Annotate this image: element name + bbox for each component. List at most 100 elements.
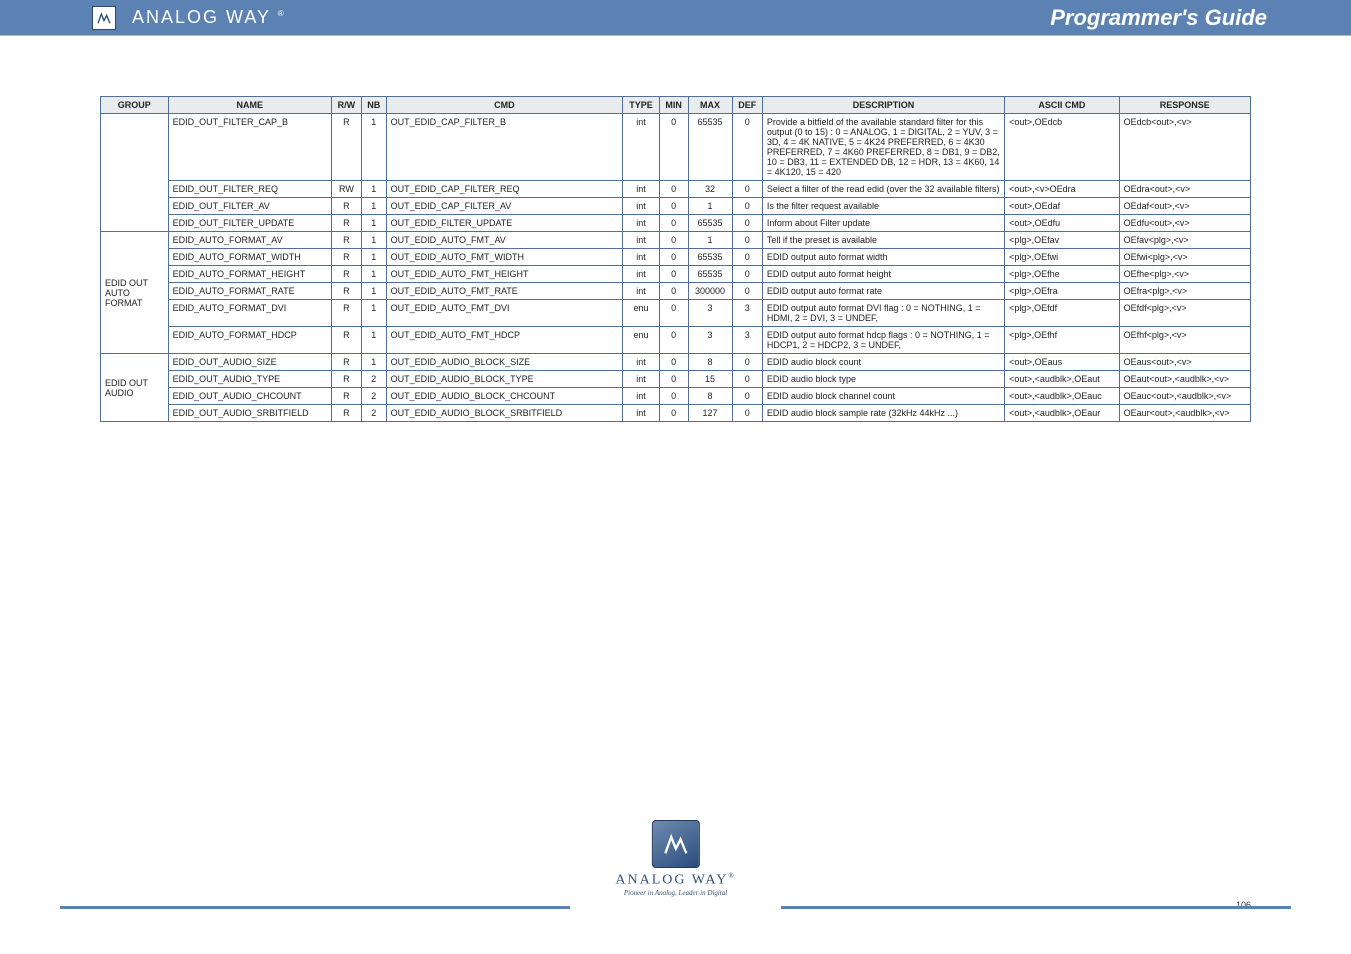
table-row: EDID_AUTO_FORMAT_DVIR1OUT_EDID_AUTO_FMT_… <box>101 300 1251 327</box>
cell-resp: OEdra<out>,<v> <box>1119 181 1250 198</box>
cell-def: 0 <box>732 405 762 422</box>
cell-def: 3 <box>732 327 762 354</box>
cell-type: int <box>623 388 660 405</box>
col-nb: NB <box>361 97 386 114</box>
cell-desc: Inform about Filter update <box>762 215 1004 232</box>
col-group: GROUP <box>101 97 169 114</box>
page-body: GROUPNAMER/WNBCMDTYPEMINMAXDEFDESCRIPTIO… <box>0 36 1351 916</box>
cell-max: 1 <box>688 198 732 215</box>
cell-max: 300000 <box>688 283 732 300</box>
brand-logo-icon <box>92 6 116 30</box>
cell-name: EDID_OUT_AUDIO_TYPE <box>168 371 331 388</box>
col-max: MAX <box>688 97 732 114</box>
cell-min: 0 <box>659 249 688 266</box>
col-type: TYPE <box>623 97 660 114</box>
cell-def: 0 <box>732 215 762 232</box>
cell-min: 0 <box>659 283 688 300</box>
table-row: EDID OUT AUDIOEDID_OUT_AUDIO_SIZER1OUT_E… <box>101 354 1251 371</box>
cell-rw: R <box>331 388 361 405</box>
brand-reg: ® <box>278 9 286 18</box>
cell-def: 0 <box>732 283 762 300</box>
cell-min: 0 <box>659 215 688 232</box>
cell-name: EDID_AUTO_FORMAT_WIDTH <box>168 249 331 266</box>
cell-min: 0 <box>659 327 688 354</box>
cell-name: EDID_AUTO_FORMAT_DVI <box>168 300 331 327</box>
cell-nb: 1 <box>361 198 386 215</box>
cell-asc: <plg>,OEfav <box>1005 232 1119 249</box>
cell-resp: OEfhf<plg>,<v> <box>1119 327 1250 354</box>
cell-name: EDID_OUT_FILTER_REQ <box>168 181 331 198</box>
table-row: EDID_AUTO_FORMAT_RATER1OUT_EDID_AUTO_FMT… <box>101 283 1251 300</box>
cell-max: 65535 <box>688 266 732 283</box>
cell-min: 0 <box>659 371 688 388</box>
cell-min: 0 <box>659 388 688 405</box>
cell-cmd: OUT_EDID_AUTO_FMT_HEIGHT <box>386 266 623 283</box>
cell-type: int <box>623 249 660 266</box>
cell-nb: 1 <box>361 266 386 283</box>
cell-nb: 2 <box>361 371 386 388</box>
cell-resp: OEaus<out>,<v> <box>1119 354 1250 371</box>
table-head: GROUPNAMER/WNBCMDTYPEMINMAXDEFDESCRIPTIO… <box>101 97 1251 114</box>
cell-asc: <plg>,OEfhf <box>1005 327 1119 354</box>
cell-name: EDID_OUT_AUDIO_SRBITFIELD <box>168 405 331 422</box>
col-name: NAME <box>168 97 331 114</box>
cell-type: int <box>623 198 660 215</box>
cell-type: int <box>623 232 660 249</box>
cell-cmd: OUT_EDID_AUTO_FMT_WIDTH <box>386 249 623 266</box>
cell-desc: EDID output auto format width <box>762 249 1004 266</box>
cell-type: enu <box>623 300 660 327</box>
cell-cmd: OUT_EDID_AUTO_FMT_RATE <box>386 283 623 300</box>
cell-rw: R <box>331 371 361 388</box>
cell-nb: 1 <box>361 300 386 327</box>
cell-max: 65535 <box>688 114 732 181</box>
cell-rw: RW <box>331 181 361 198</box>
cell-rw: R <box>331 198 361 215</box>
cell-max: 1 <box>688 232 732 249</box>
cell-rw: R <box>331 249 361 266</box>
cell-max: 8 <box>688 354 732 371</box>
cell-asc: <out>,OEdcb <box>1005 114 1119 181</box>
cell-asc: <out>,OEdfu <box>1005 215 1119 232</box>
cell-type: enu <box>623 327 660 354</box>
cell-rw: R <box>331 327 361 354</box>
cell-cmd: OUT_EDID_FILTER_UPDATE <box>386 215 623 232</box>
cell-desc: EDID audio block count <box>762 354 1004 371</box>
footer-tagline: Pioneer in Analog, Leader in Digital <box>615 889 735 897</box>
cell-asc: <plg>,OEfra <box>1005 283 1119 300</box>
cell-type: int <box>623 181 660 198</box>
cell-resp: OEauc<out>,<audblk>,<v> <box>1119 388 1250 405</box>
footer-rule-right <box>781 906 1291 909</box>
cell-desc: EDID output auto format hdcp flags : 0 =… <box>762 327 1004 354</box>
cell-nb: 1 <box>361 249 386 266</box>
doc-title: Programmer's Guide <box>1050 5 1327 31</box>
cell-nb: 1 <box>361 283 386 300</box>
cell-cmd: OUT_EDID_CAP_FILTER_AV <box>386 198 623 215</box>
cell-name: EDID_OUT_FILTER_UPDATE <box>168 215 331 232</box>
cell-type: int <box>623 266 660 283</box>
table-body: EDID_OUT_FILTER_CAP_BR1OUT_EDID_CAP_FILT… <box>101 114 1251 422</box>
table-row: EDID_AUTO_FORMAT_HEIGHTR1OUT_EDID_AUTO_F… <box>101 266 1251 283</box>
footer-logo: ANALOG WAY® Pioneer in Analog, Leader in… <box>615 820 735 897</box>
cell-name: EDID_OUT_FILTER_AV <box>168 198 331 215</box>
cell-nb: 1 <box>361 232 386 249</box>
cell-nb: 1 <box>361 114 386 181</box>
cell-name: EDID_AUTO_FORMAT_HEIGHT <box>168 266 331 283</box>
col-ascii-cmd: ASCII CMD <box>1005 97 1119 114</box>
cell-desc: EDID audio block sample rate (32kHz 44kH… <box>762 405 1004 422</box>
table-row: EDID OUT AUTO FORMATEDID_AUTO_FORMAT_AVR… <box>101 232 1251 249</box>
cell-resp: OEaur<out>,<audblk>,<v> <box>1119 405 1250 422</box>
cell-cmd: OUT_EDID_AUTO_FMT_DVI <box>386 300 623 327</box>
cell-asc: <out>,<audblk>,OEaut <box>1005 371 1119 388</box>
cell-asc: <out>,<v>OEdra <box>1005 181 1119 198</box>
cell-resp: OEfwi<plg>,<v> <box>1119 249 1250 266</box>
cell-desc: Select a filter of the read edid (over t… <box>762 181 1004 198</box>
cell-resp: OEfdf<plg>,<v> <box>1119 300 1250 327</box>
topbar: ANALOG WAY ® Programmer's Guide <box>0 0 1351 36</box>
cell-max: 127 <box>688 405 732 422</box>
cell-desc: EDID output auto format height <box>762 266 1004 283</box>
cell-def: 0 <box>732 181 762 198</box>
footer-rule-left <box>60 906 570 909</box>
cell-name: EDID_AUTO_FORMAT_AV <box>168 232 331 249</box>
cell-rw: R <box>331 283 361 300</box>
col-description: DESCRIPTION <box>762 97 1004 114</box>
